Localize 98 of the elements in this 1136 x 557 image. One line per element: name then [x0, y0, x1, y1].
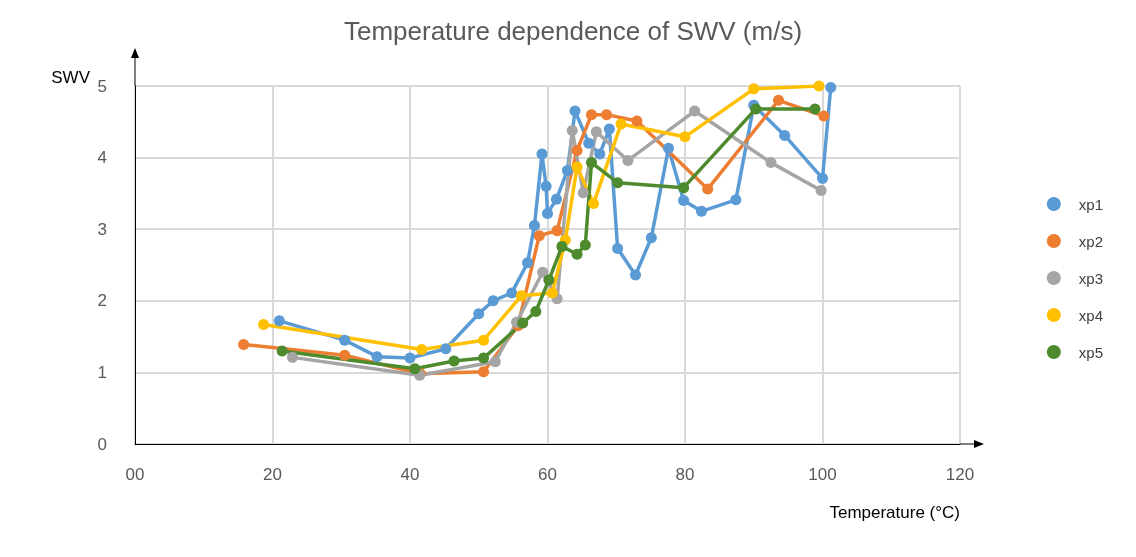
point [404, 352, 416, 364]
point [577, 187, 589, 199]
legend-label: xp1 [1078, 195, 1103, 213]
y-tick-label: 3 [97, 219, 107, 239]
point [765, 157, 777, 169]
point [550, 193, 562, 205]
point [536, 148, 548, 160]
point [540, 180, 552, 192]
point [561, 164, 573, 176]
point [615, 118, 627, 130]
y-tick-label: 0 [97, 434, 107, 454]
point [630, 269, 641, 281]
y-tick-label: 2 [97, 291, 107, 311]
x-tick-label: 20 [263, 465, 282, 484]
point [750, 103, 762, 115]
y-tick-label: 1 [97, 362, 107, 382]
point [543, 274, 555, 286]
point [528, 220, 540, 232]
point [696, 205, 707, 217]
point [779, 129, 791, 141]
point [571, 161, 583, 173]
point [612, 177, 624, 189]
point [515, 290, 527, 302]
point [440, 343, 452, 355]
point [579, 239, 591, 251]
point [522, 257, 534, 269]
legend-label: xp4 [1078, 306, 1103, 324]
point [588, 197, 600, 209]
point [517, 317, 529, 329]
legend-label: xp3 [1078, 269, 1103, 287]
x-tick-label: 40 [400, 465, 420, 484]
point [546, 287, 558, 299]
point [533, 230, 545, 242]
point [612, 243, 624, 255]
point [817, 172, 828, 184]
point [679, 131, 691, 143]
point [815, 185, 827, 197]
x-axis-title: Temperature (°C) [829, 503, 960, 522]
point [276, 345, 288, 357]
x-tick-label: 00 [125, 465, 145, 484]
point [809, 103, 821, 115]
point [818, 110, 830, 122]
point [571, 248, 583, 260]
x-tick-label: 80 [675, 465, 695, 484]
point [551, 225, 563, 237]
point [416, 343, 428, 355]
point [339, 349, 351, 361]
point [478, 352, 490, 364]
point [825, 81, 837, 93]
point [590, 126, 602, 138]
point [448, 355, 460, 367]
point [258, 318, 270, 330]
point [678, 195, 690, 207]
point [506, 287, 518, 299]
point [238, 338, 250, 350]
point [689, 105, 701, 117]
point [556, 240, 568, 252]
point [702, 183, 714, 195]
point [286, 351, 298, 363]
point [594, 148, 606, 160]
point [748, 83, 760, 95]
point [339, 334, 351, 346]
point [530, 306, 542, 318]
point [678, 182, 690, 194]
point [569, 105, 581, 117]
point [273, 315, 285, 327]
y-tick-label: 4 [97, 148, 107, 168]
point [601, 109, 613, 121]
point [537, 266, 549, 278]
point [409, 363, 421, 375]
point [583, 137, 595, 149]
point [489, 356, 501, 368]
point [773, 94, 784, 106]
y-tick-label: 5 [97, 76, 107, 96]
point [371, 351, 383, 363]
point [603, 123, 615, 135]
point [730, 194, 742, 206]
point [663, 142, 674, 154]
point [645, 232, 657, 244]
point [586, 109, 597, 121]
point [478, 334, 490, 346]
point [478, 366, 490, 378]
point [571, 144, 583, 156]
chart-title: Temperature dependence of SWV (m/s) [343, 16, 803, 46]
point [542, 207, 553, 219]
point [813, 80, 825, 92]
legend-label: xp5 [1078, 343, 1103, 361]
point [566, 124, 578, 136]
x-tick-label: 60 [538, 465, 557, 484]
point [586, 157, 597, 169]
point [631, 115, 643, 127]
point [487, 295, 499, 307]
point [473, 308, 485, 320]
legend-label: xp2 [1078, 232, 1103, 250]
point [622, 154, 634, 166]
x-tick-label: 100 [808, 465, 837, 484]
x-tick-label: 120 [945, 465, 975, 484]
y-axis-title: SWV [51, 68, 91, 87]
